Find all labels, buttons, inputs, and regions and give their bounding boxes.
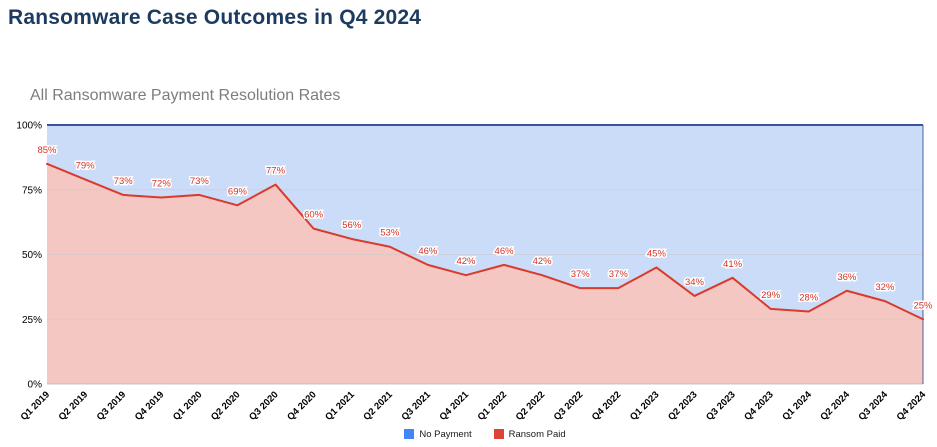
series-line-ransom-paid bbox=[46, 162, 924, 321]
point-label-q4-2021: 42% bbox=[456, 256, 476, 267]
page-title: Ransomware Case Outcomes in Q4 2024 bbox=[8, 6, 422, 29]
x-tick-q4-2024: Q4 2024 bbox=[895, 389, 929, 423]
point-label-q1-2019: 85% bbox=[37, 145, 57, 156]
point-label-q2-2019: 79% bbox=[76, 160, 96, 171]
x-tick-q1-2021: Q1 2021 bbox=[323, 389, 357, 423]
x-tick-q2-2019: Q2 2019 bbox=[57, 389, 91, 423]
point-label-q3-2020: 77% bbox=[266, 166, 286, 177]
x-tick-q4-2023: Q4 2023 bbox=[742, 389, 776, 423]
point-label-q1-2022: 46% bbox=[495, 246, 515, 257]
y-tick-100: 100% bbox=[16, 121, 42, 132]
x-tick-q2-2021: Q2 2021 bbox=[361, 389, 395, 423]
x-tick-q3-2020: Q3 2020 bbox=[247, 389, 281, 423]
point-label-q4-2024: 25% bbox=[913, 300, 933, 311]
point-label-q1-2020: 73% bbox=[190, 176, 210, 187]
x-tick-q3-2023: Q3 2023 bbox=[704, 389, 738, 423]
y-tick-0: 0% bbox=[28, 380, 43, 391]
point-label-q4-2020: 60% bbox=[304, 210, 324, 221]
point-label-q2-2022: 42% bbox=[533, 256, 553, 267]
x-tick-q1-2023: Q1 2023 bbox=[628, 389, 662, 423]
point-label-q3-2024: 32% bbox=[875, 282, 895, 293]
x-tick-q3-2021: Q3 2021 bbox=[399, 389, 433, 423]
x-tick-q4-2019: Q4 2019 bbox=[133, 389, 167, 423]
legend: No Payment Ransom Paid bbox=[47, 426, 923, 442]
legend-label-no-payment: No Payment bbox=[419, 428, 472, 440]
x-tick-q1-2022: Q1 2022 bbox=[476, 389, 510, 423]
point-label-q2-2024: 36% bbox=[837, 272, 857, 283]
x-tick-q4-2022: Q4 2022 bbox=[590, 389, 624, 423]
series-area-ransom-paid bbox=[47, 163, 923, 384]
x-tick-q1-2020: Q1 2020 bbox=[171, 389, 205, 423]
x-tick-q1-2019: Q1 2019 bbox=[19, 389, 53, 423]
point-label-q1-2024: 28% bbox=[799, 292, 819, 303]
x-tick-q1-2024: Q1 2024 bbox=[780, 389, 814, 423]
x-tick-q4-2020: Q4 2020 bbox=[285, 389, 319, 423]
ransom-paid-swatch-icon bbox=[493, 429, 504, 439]
point-label-q2-2023: 34% bbox=[685, 277, 705, 288]
point-label-q3-2021: 46% bbox=[418, 246, 438, 257]
x-tick-q3-2024: Q3 2024 bbox=[856, 389, 890, 423]
point-label-q3-2019: 73% bbox=[114, 176, 134, 187]
point-label-q3-2023: 41% bbox=[723, 259, 743, 270]
no-payment-swatch-icon bbox=[404, 429, 415, 439]
x-tick-q2-2024: Q2 2024 bbox=[818, 389, 852, 423]
x-tick-q2-2022: Q2 2022 bbox=[514, 389, 548, 423]
legend-label-ransom-paid: Ransom Paid bbox=[508, 428, 566, 440]
point-label-q4-2023: 29% bbox=[761, 290, 781, 301]
point-label-q1-2023: 45% bbox=[647, 248, 667, 259]
point-label-q4-2019: 72% bbox=[152, 179, 172, 190]
point-label-q2-2020: 69% bbox=[228, 186, 248, 197]
y-tick-50: 50% bbox=[22, 250, 42, 261]
x-tick-q3-2022: Q3 2022 bbox=[552, 389, 586, 423]
point-label-q1-2021: 56% bbox=[342, 220, 362, 231]
legend-item-ransom-paid[interactable]: Ransom Paid bbox=[493, 428, 566, 440]
y-tick-25: 25% bbox=[22, 315, 42, 326]
y-tick-75: 75% bbox=[22, 185, 42, 196]
x-tick-q4-2021: Q4 2021 bbox=[438, 389, 472, 423]
legend-item-no-payment[interactable]: No Payment bbox=[404, 428, 472, 440]
x-tick-q2-2020: Q2 2020 bbox=[209, 389, 243, 423]
chart-subtitle: All Ransomware Payment Resolution Rates bbox=[30, 87, 341, 104]
point-label-q4-2022: 37% bbox=[609, 269, 629, 280]
point-label-q3-2022: 37% bbox=[571, 269, 591, 280]
point-label-q2-2021: 53% bbox=[380, 228, 400, 239]
x-tick-q3-2019: Q3 2019 bbox=[95, 389, 129, 423]
x-tick-q2-2023: Q2 2023 bbox=[666, 389, 700, 423]
